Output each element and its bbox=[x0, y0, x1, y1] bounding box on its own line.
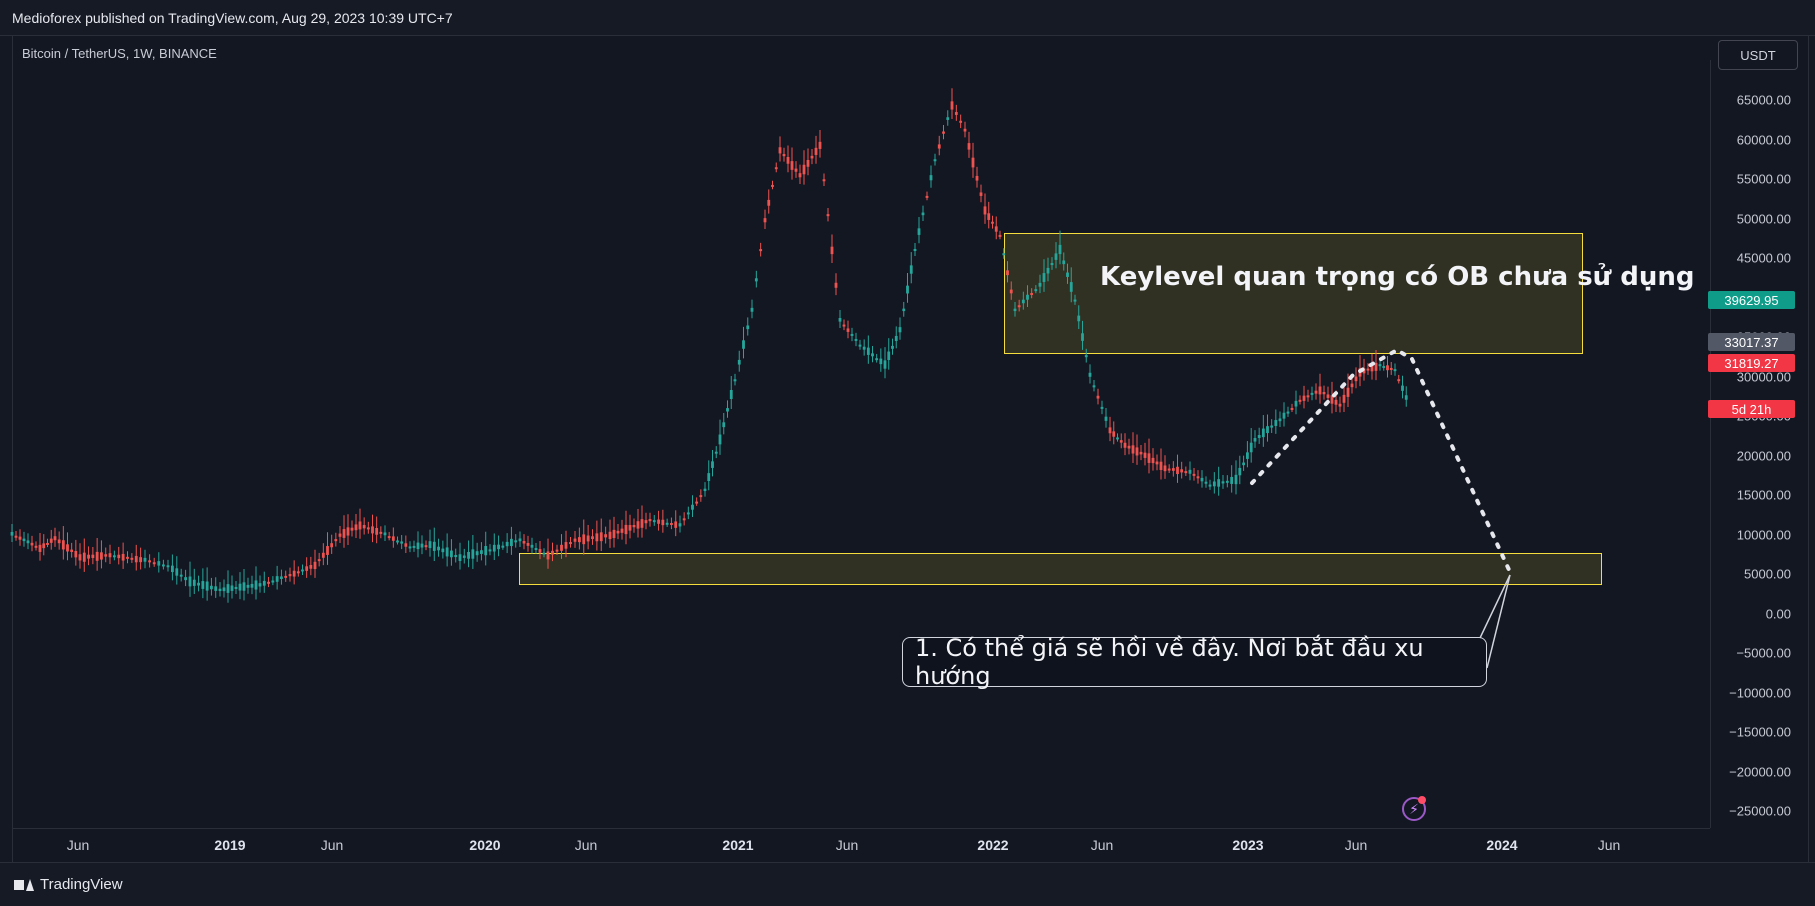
price-tick: 65000.00 bbox=[1736, 92, 1791, 108]
price-tick: 45000.00 bbox=[1736, 250, 1791, 266]
tradingview-logo-icon bbox=[14, 878, 34, 892]
time-tick: 2023 bbox=[1232, 837, 1264, 853]
price-tick: 0.00 bbox=[1765, 606, 1791, 621]
notification-dot bbox=[1418, 796, 1426, 804]
currency-button[interactable]: USDT bbox=[1718, 40, 1798, 70]
lower-orderblock-zone[interactable] bbox=[519, 553, 1602, 585]
callout-text: 1. Có thể giá sẽ hồi về đây. Nơi bắt đầu… bbox=[915, 634, 1424, 690]
symbol-legend[interactable]: Bitcoin / TetherUS, 1W, BINANCE bbox=[22, 46, 217, 61]
price-axis[interactable]: 65000.00 60000.00 55000.00 50000.00 45000.00… bbox=[1708, 60, 1809, 828]
brand-text: TradingView bbox=[40, 876, 123, 893]
time-tick: Jun bbox=[320, 837, 344, 853]
price-tick: 5000.00 bbox=[1744, 566, 1791, 582]
time-axis[interactable]: Jun 2019 Jun 2020 Jun 2021 Jun 2022 Jun 2023 Jun 20… bbox=[12, 828, 1710, 862]
price-tick: 30000.00 bbox=[1736, 369, 1791, 384]
retrace-callout[interactable]: 1. Có thể giá sẽ hồi về đây. Nơi bắt đầu… bbox=[902, 634, 1487, 690]
time-tick: 2019 bbox=[214, 837, 246, 853]
time-tick: Jun bbox=[574, 837, 598, 853]
time-tick: 2020 bbox=[469, 837, 501, 853]
time-tick: Jun bbox=[66, 837, 90, 853]
currency-label: USDT bbox=[1740, 47, 1776, 63]
time-tick: Jun bbox=[1090, 837, 1114, 853]
price-tick: 50000.00 bbox=[1736, 211, 1791, 226]
time-tick: Jun bbox=[1344, 837, 1368, 853]
price-tick: 60000.00 bbox=[1736, 132, 1791, 147]
price-tick: −15000.00 bbox=[1729, 724, 1791, 740]
tradingview-brand[interactable]: TradingView bbox=[14, 876, 123, 893]
countdown-badge: 5d 21h bbox=[1708, 400, 1795, 418]
red-price-badge: 31819.27 bbox=[1708, 354, 1795, 372]
price-tick: −20000.00 bbox=[1729, 764, 1791, 779]
upper-orderblock-zone[interactable] bbox=[1004, 233, 1583, 354]
symbol-legend-text: Bitcoin / TetherUS, 1W, BINANCE bbox=[22, 46, 217, 61]
price-tick: 15000.00 bbox=[1736, 487, 1791, 503]
price-tick: −5000.00 bbox=[1736, 645, 1791, 661]
ob-annotation-label: Keylevel quan trọng có OB chưa sử dụng bbox=[1100, 262, 1695, 292]
time-tick: Jun bbox=[1597, 837, 1621, 853]
time-tick: Jun bbox=[835, 837, 859, 853]
price-tick: 20000.00 bbox=[1736, 448, 1791, 463]
price-tick: −10000.00 bbox=[1729, 685, 1791, 700]
current-price-badge: 39629.95 bbox=[1708, 291, 1795, 309]
publication-header: Medioforex published on TradingView.com,… bbox=[0, 0, 1815, 36]
price-tick: 10000.00 bbox=[1736, 527, 1791, 542]
price-tick: −25000.00 bbox=[1729, 803, 1791, 819]
grey-price-badge: 33017.37 bbox=[1708, 333, 1795, 351]
published-text: Medioforex published on TradingView.com,… bbox=[12, 10, 453, 26]
lightning-alert-icon[interactable]: ⚡ bbox=[1402, 796, 1426, 821]
time-tick: 2021 bbox=[722, 837, 754, 853]
time-tick: 2024 bbox=[1486, 837, 1518, 853]
footer-bar bbox=[0, 862, 1815, 906]
time-tick: 2022 bbox=[977, 837, 1009, 853]
chart-area[interactable] bbox=[12, 36, 1809, 862]
price-tick: 55000.00 bbox=[1736, 171, 1791, 187]
